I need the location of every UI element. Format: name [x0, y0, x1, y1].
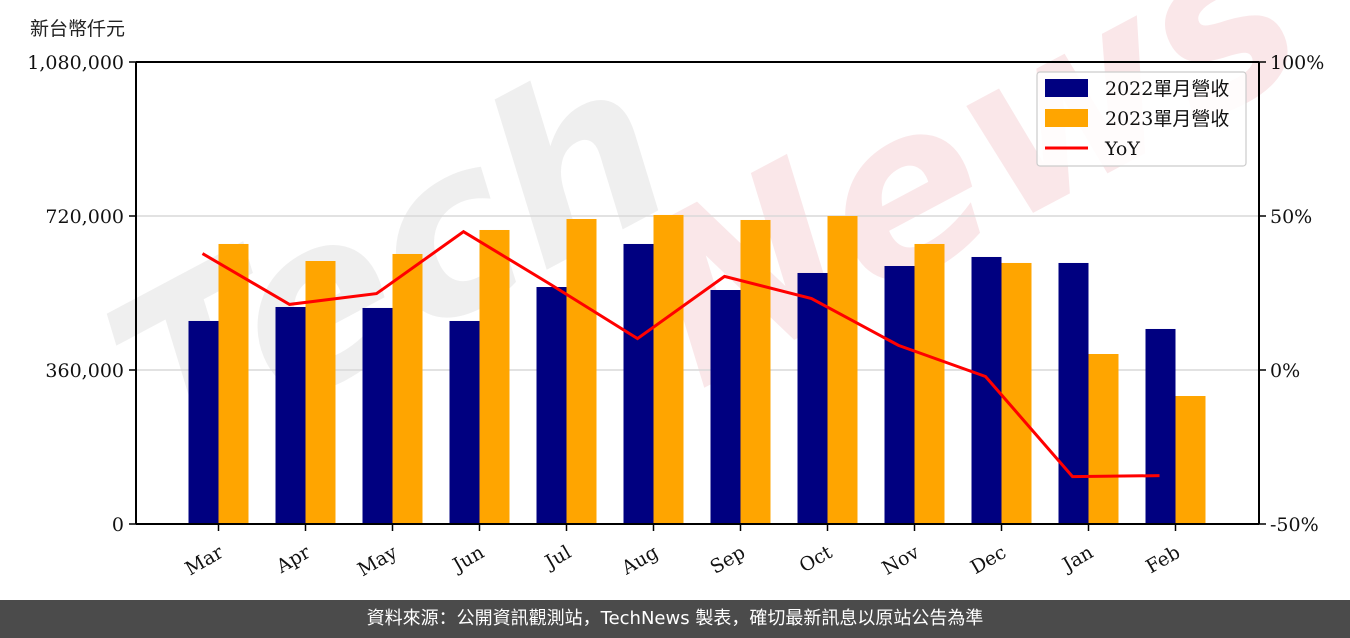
- bar-2023-dec: [1001, 262, 1032, 524]
- x-tick-label: Mar: [181, 541, 227, 580]
- x-tick-label: May: [354, 541, 401, 581]
- yoy-line: [201, 229, 1160, 479]
- y-tick-label: 1,080,000: [27, 52, 124, 74]
- x-tick-label: Dec: [967, 541, 1010, 579]
- chart-legend: 2022單月營收 2023單月營收 YoY: [1036, 71, 1247, 167]
- legend-box: [1036, 71, 1247, 167]
- y2-tick-label: 100%: [1270, 52, 1324, 74]
- bar-2023-apr: [305, 261, 336, 524]
- bar-2023-sep: [740, 219, 771, 524]
- source-footer: 資料來源：公開資訊觀測站，TechNews 製表，確切最新訊息以原站公告為準: [0, 600, 1350, 638]
- x-tick-label: Oct: [796, 541, 837, 577]
- bar-2023-may: [392, 253, 423, 524]
- revenue-chart: TechNews 0360,000720,0001,080,000-50%0%5…: [27, 0, 1342, 581]
- bar-2022-feb: [1145, 328, 1176, 524]
- bar-2022-jan: [1058, 262, 1089, 524]
- legend-label-2: YoY: [1104, 138, 1140, 160]
- bar-2022-oct: [797, 272, 828, 524]
- bar-2022-nov: [884, 266, 915, 524]
- x-tick-label: Aug: [617, 541, 662, 580]
- y2-tick-label: -50%: [1270, 514, 1319, 536]
- y2-tick-label: 50%: [1270, 206, 1312, 228]
- bar-2022-jul: [536, 287, 567, 524]
- x-tick-label: Apr: [272, 541, 315, 578]
- y-axis-unit-label: 新台幣仟元: [30, 18, 126, 40]
- x-tick-label: Sep: [706, 541, 749, 578]
- bar-2022-sep: [710, 290, 741, 524]
- bar-2022-mar: [188, 320, 219, 524]
- bar-2023-jun: [479, 229, 510, 524]
- bar-2023-oct: [827, 216, 858, 524]
- yoy-line-series: [201, 229, 1160, 479]
- y-tick-label: 0: [112, 514, 124, 536]
- x-tick-label: Feb: [1142, 541, 1184, 578]
- bar-2022-apr: [275, 306, 306, 524]
- bar-2023-mar: [218, 243, 249, 524]
- legend-label-1: 2023單月營收: [1105, 108, 1229, 130]
- bar-2023-jan: [1088, 354, 1119, 524]
- legend-label-0: 2022單月營收: [1105, 78, 1229, 100]
- legend-swatch-0: [1045, 79, 1088, 97]
- bar-2023-jul: [566, 218, 597, 524]
- bar-2022-may: [362, 307, 393, 524]
- legend-swatch-1: [1045, 109, 1088, 127]
- x-tick-label: Jun: [447, 541, 488, 577]
- x-tick-label: Nov: [878, 541, 923, 580]
- bar-2022-jun: [449, 320, 480, 524]
- x-tick-label: Jul: [540, 541, 575, 574]
- y-tick-label: 720,000: [45, 206, 124, 228]
- bar-2023-aug: [653, 214, 684, 524]
- bar-series: [188, 214, 1206, 524]
- bar-2022-aug: [623, 243, 654, 524]
- x-tick-label: Jan: [1057, 541, 1097, 577]
- bar-2023-feb: [1175, 396, 1206, 524]
- y2-tick-label: 0%: [1270, 360, 1300, 382]
- y-tick-label: 360,000: [45, 360, 124, 382]
- bar-2023-nov: [914, 243, 945, 524]
